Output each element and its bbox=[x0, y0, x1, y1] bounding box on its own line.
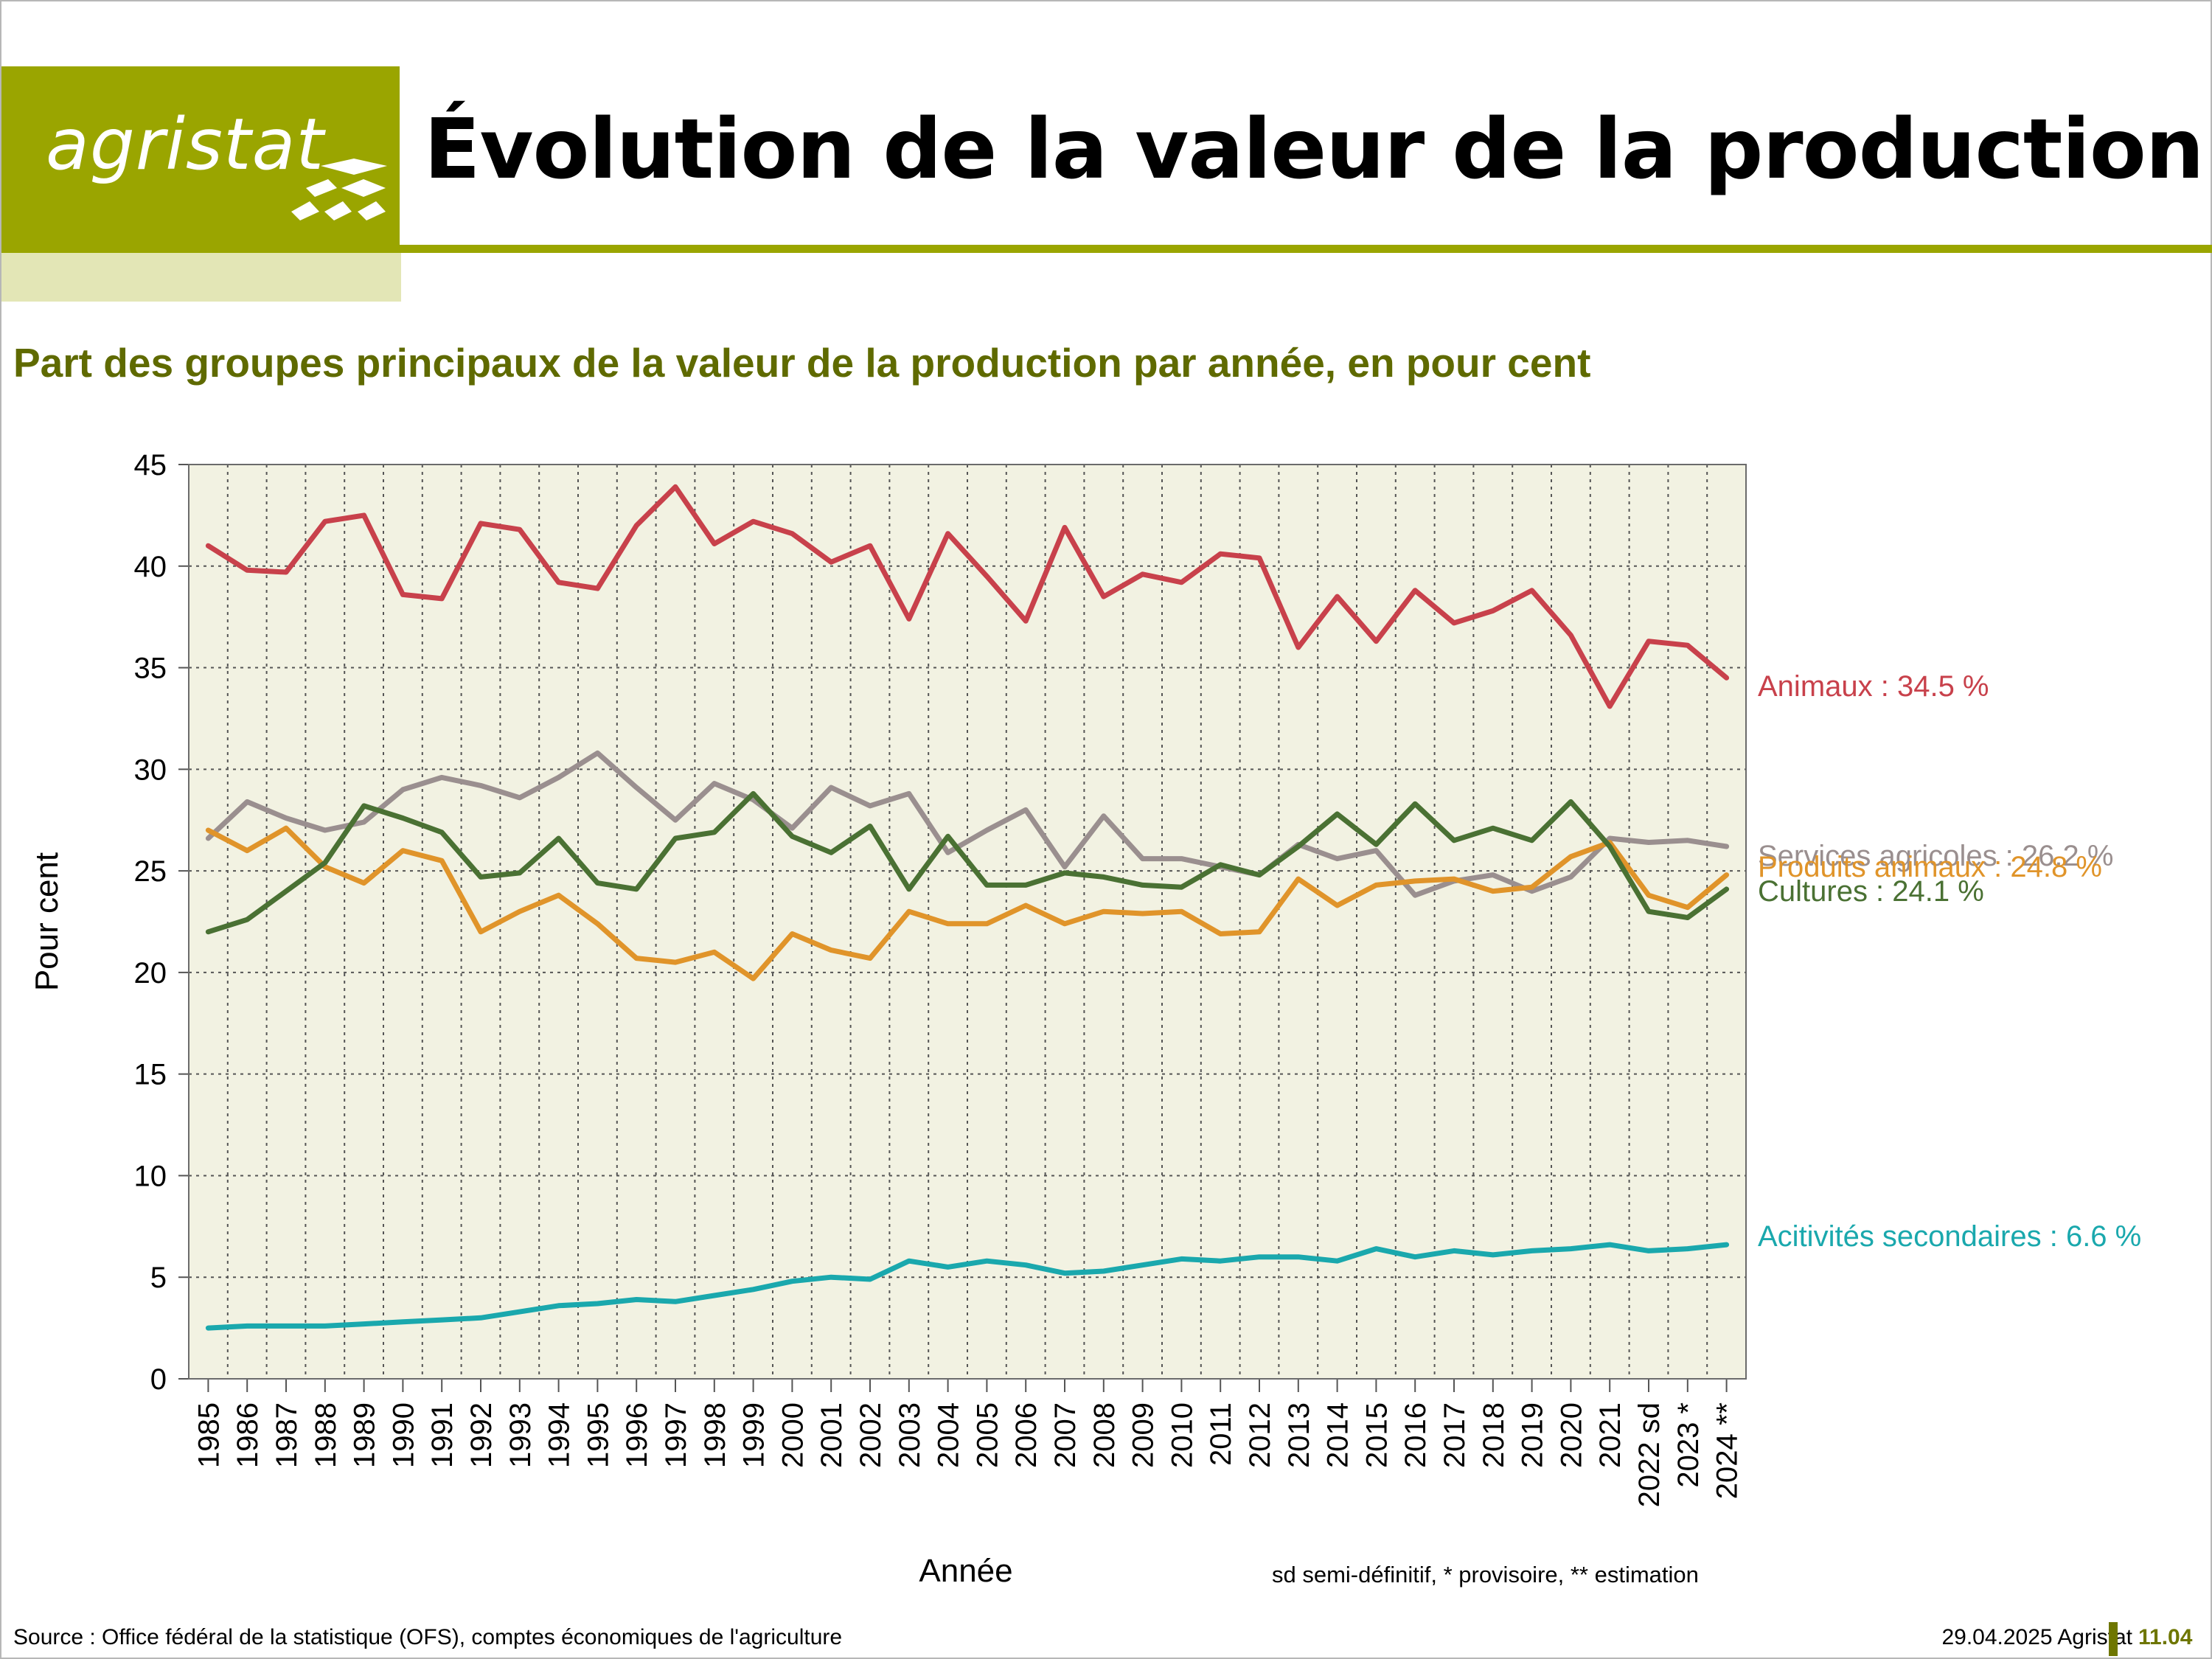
x-tick-label: 1996 bbox=[621, 1402, 653, 1468]
y-tick-label: 40 bbox=[134, 551, 167, 583]
x-tick-label: 1994 bbox=[543, 1402, 576, 1468]
x-tick-label: 2005 bbox=[971, 1402, 1004, 1468]
x-tick-label: 2008 bbox=[1088, 1402, 1121, 1468]
logo-diamond-icon bbox=[291, 159, 387, 220]
series-label-produits: Produits animaux : 24.8 % bbox=[1758, 851, 2102, 883]
series-label-animaux: Animaux : 34.5 % bbox=[1758, 670, 1989, 703]
x-tick-label: 2009 bbox=[1127, 1402, 1160, 1468]
x-tick-label: 1991 bbox=[426, 1402, 459, 1468]
x-tick-label: 2024 ** bbox=[1711, 1402, 1744, 1499]
y-tick-label: 25 bbox=[134, 855, 167, 888]
logo-accent-band bbox=[1, 253, 401, 302]
x-tick-label: 1986 bbox=[232, 1402, 264, 1468]
x-tick-label: 2007 bbox=[1049, 1402, 1082, 1468]
series-line-animaux bbox=[205, 484, 1730, 709]
x-tick-label: 2018 bbox=[1478, 1402, 1510, 1468]
x-tick-label: 1992 bbox=[465, 1402, 498, 1468]
series-line-services bbox=[205, 750, 1730, 898]
x-tick-label: 2014 bbox=[1322, 1402, 1354, 1468]
y-tick-label: 5 bbox=[150, 1262, 167, 1294]
x-tick-label: 2022 sd bbox=[1633, 1402, 1666, 1507]
y-tick-label: 15 bbox=[134, 1059, 167, 1091]
y-tick-label: 30 bbox=[134, 754, 167, 786]
footer-divider bbox=[2109, 1622, 2118, 1656]
x-tick-label: 1985 bbox=[192, 1402, 225, 1468]
x-tick-label: 2017 bbox=[1439, 1402, 1471, 1468]
x-tick-label: 2013 bbox=[1283, 1402, 1315, 1468]
y-axis-title: Pour cent bbox=[29, 852, 65, 991]
footer-date: 29.04.2025 Agristat bbox=[1941, 1625, 2132, 1649]
x-tick-label: 2000 bbox=[776, 1402, 809, 1468]
page-number: 11.04 bbox=[2138, 1625, 2193, 1649]
x-tick-label: 2020 bbox=[1555, 1402, 1587, 1468]
y-tick-label: 35 bbox=[134, 653, 167, 685]
page-title: Évolution de la valeur de la production bbox=[424, 102, 2205, 198]
y-tick-label: 45 bbox=[134, 449, 167, 481]
x-tick-label: 1993 bbox=[504, 1402, 537, 1468]
series-line-cultures bbox=[205, 790, 1730, 935]
x-tick-label: 1989 bbox=[349, 1402, 381, 1468]
x-tick-label: 1998 bbox=[699, 1402, 731, 1468]
series-line-secondaires bbox=[205, 1242, 1730, 1331]
y-tick-label: 10 bbox=[134, 1160, 167, 1192]
agristat-logo bbox=[1, 66, 400, 253]
x-tick-label: 2019 bbox=[1517, 1402, 1549, 1468]
footer-source: Source : Office fédéral de la statistiqu… bbox=[13, 1625, 843, 1649]
x-tick-label: 1990 bbox=[387, 1402, 420, 1468]
series-label-cultures: Cultures : 24.1 % bbox=[1758, 875, 1984, 908]
x-axis-title: Année bbox=[919, 1553, 1012, 1589]
x-tick-label: 2015 bbox=[1360, 1402, 1393, 1468]
x-tick-label: 2002 bbox=[855, 1402, 887, 1468]
x-tick-label: 1988 bbox=[310, 1402, 342, 1468]
x-tick-label: 1987 bbox=[271, 1402, 303, 1468]
x-tick-label: 1997 bbox=[660, 1402, 692, 1468]
chart-subtitle: Part des groupes principaux de la valeur… bbox=[13, 340, 1591, 386]
footnote: sd semi-définitif, * provisoire, ** esti… bbox=[1272, 1562, 1699, 1587]
series-label-secondaires: Acitivités secondaires : 6.6 % bbox=[1758, 1220, 2141, 1253]
x-tick-label: 2003 bbox=[894, 1402, 926, 1468]
x-tick-label: 2001 bbox=[815, 1402, 848, 1468]
x-tick-label: 2011 bbox=[1205, 1402, 1237, 1466]
x-tick-label: 2016 bbox=[1399, 1402, 1432, 1468]
x-tick-label: 1999 bbox=[738, 1402, 771, 1468]
series-label-services: Services agricoles : 26.2 % bbox=[1758, 840, 2113, 872]
logo-text: agristat bbox=[46, 103, 325, 186]
x-tick-label: 2010 bbox=[1166, 1402, 1198, 1468]
x-tick-label: 2004 bbox=[933, 1402, 965, 1468]
x-tick-label: 2012 bbox=[1244, 1402, 1276, 1468]
x-tick-label: 2006 bbox=[1010, 1402, 1043, 1468]
title-rule bbox=[400, 245, 2212, 253]
x-tick-label: 1995 bbox=[582, 1402, 614, 1468]
y-tick-label: 20 bbox=[134, 957, 167, 990]
x-tick-label: 2023 * bbox=[1672, 1402, 1705, 1488]
series-line-produits bbox=[205, 825, 1730, 981]
plot-frame bbox=[188, 464, 1747, 1380]
x-tick-label: 2021 bbox=[1594, 1402, 1627, 1468]
y-tick-label: 0 bbox=[150, 1363, 167, 1396]
